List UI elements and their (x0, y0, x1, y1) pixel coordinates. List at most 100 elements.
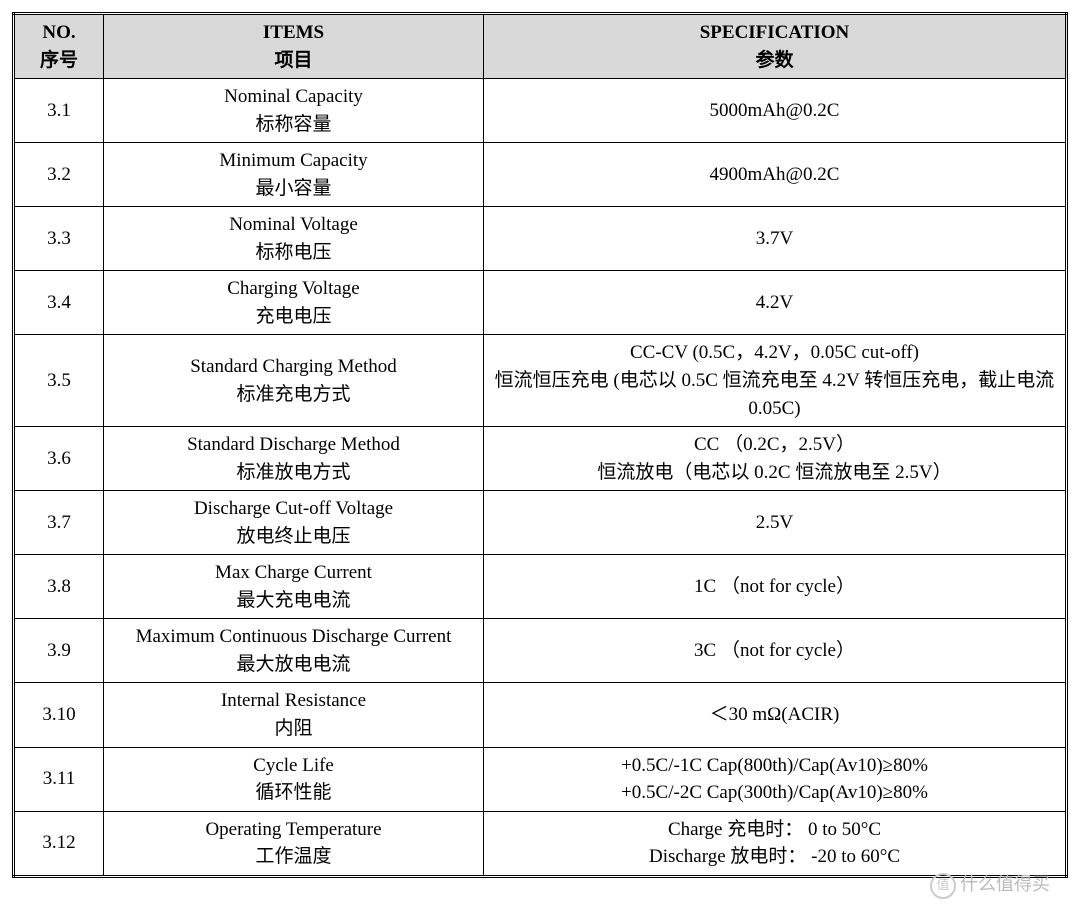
cell-spec: 3C （not for cycle） (484, 619, 1067, 683)
table-row: 3.11Cycle Life循环性能+0.5C/-1C Cap(800th)/C… (14, 747, 1067, 811)
cell-no: 3.5 (14, 335, 104, 427)
cell-spec-line: 2.5V (490, 509, 1059, 537)
table-row: 3.2Minimum Capacity最小容量4900mAh@0.2C (14, 143, 1067, 207)
cell-item-zh: 标称电压 (110, 239, 477, 267)
cell-item-zh: 标准充电方式 (110, 381, 477, 409)
cell-no: 3.8 (14, 555, 104, 619)
cell-spec: 1C （not for cycle） (484, 555, 1067, 619)
cell-item-en: Minimum Capacity (110, 147, 477, 175)
cell-no: 3.1 (14, 79, 104, 143)
cell-spec: +0.5C/-1C Cap(800th)/Cap(Av10)≥80%+0.5C/… (484, 747, 1067, 811)
cell-no: 3.12 (14, 811, 104, 876)
cell-item: Standard Discharge Method标准放电方式 (104, 427, 484, 491)
cell-spec: CC （0.2C，2.5V）恒流放电（电芯以 0.2C 恒流放电至 2.5V） (484, 427, 1067, 491)
cell-item-en: Nominal Voltage (110, 211, 477, 239)
cell-spec-line: Discharge 放电时： -20 to 60°C (490, 843, 1059, 871)
header-no-zh: 序号 (21, 47, 97, 75)
cell-spec-line: 4.2V (490, 289, 1059, 317)
header-spec-en: SPECIFICATION (490, 19, 1059, 47)
cell-no: 3.11 (14, 747, 104, 811)
cell-spec-line: 恒流放电（电芯以 0.2C 恒流放电至 2.5V） (490, 459, 1059, 487)
cell-item-en: Cycle Life (110, 752, 477, 780)
table-row: 3.4Charging Voltage充电电压4.2V (14, 271, 1067, 335)
cell-no: 3.4 (14, 271, 104, 335)
cell-item-zh: 最小容量 (110, 175, 477, 203)
header-spec: SPECIFICATION 参数 (484, 14, 1067, 79)
cell-spec: 3.7V (484, 207, 1067, 271)
cell-spec: 4900mAh@0.2C (484, 143, 1067, 207)
cell-item-en: Max Charge Current (110, 559, 477, 587)
cell-no: 3.3 (14, 207, 104, 271)
cell-no: 3.2 (14, 143, 104, 207)
cell-no: 3.7 (14, 491, 104, 555)
cell-spec-line: 4900mAh@0.2C (490, 161, 1059, 189)
cell-item: Maximum Continuous Discharge Current最大放电… (104, 619, 484, 683)
cell-spec-line: 1C （not for cycle） (490, 573, 1059, 601)
cell-item-zh: 放电终止电压 (110, 523, 477, 551)
cell-item-en: Standard Discharge Method (110, 431, 477, 459)
cell-no: 3.9 (14, 619, 104, 683)
header-items: ITEMS 项目 (104, 14, 484, 79)
table-row: 3.1Nominal Capacity标称容量5000mAh@0.2C (14, 79, 1067, 143)
cell-item-zh: 标准放电方式 (110, 459, 477, 487)
cell-spec: 4.2V (484, 271, 1067, 335)
cell-item-en: Charging Voltage (110, 275, 477, 303)
cell-item-zh: 循环性能 (110, 779, 477, 807)
cell-spec-line: 5000mAh@0.2C (490, 97, 1059, 125)
cell-item: Standard Charging Method标准充电方式 (104, 335, 484, 427)
cell-item: Charging Voltage充电电压 (104, 271, 484, 335)
cell-spec-line: ＜30 mΩ(ACIR) (490, 701, 1059, 729)
table-row: 3.3Nominal Voltage标称电压3.7V (14, 207, 1067, 271)
cell-spec-line: 恒流恒压充电 (电芯以 0.5C 恒流充电至 4.2V 转恒压充电，截止电流 0… (490, 367, 1059, 422)
table-body: 3.1Nominal Capacity标称容量5000mAh@0.2C3.2Mi… (14, 79, 1067, 877)
cell-item-en: Nominal Capacity (110, 83, 477, 111)
table-row: 3.6Standard Discharge Method标准放电方式CC （0.… (14, 427, 1067, 491)
cell-item: Max Charge Current最大充电电流 (104, 555, 484, 619)
cell-item-zh: 充电电压 (110, 303, 477, 331)
cell-spec: Charge 充电时： 0 to 50°CDischarge 放电时： -20 … (484, 811, 1067, 876)
cell-spec-line: CC （0.2C，2.5V） (490, 431, 1059, 459)
cell-no: 3.6 (14, 427, 104, 491)
cell-item-zh: 标称容量 (110, 111, 477, 139)
cell-item-zh: 最大充电电流 (110, 587, 477, 615)
cell-item-zh: 最大放电电流 (110, 651, 477, 679)
cell-item: Nominal Capacity标称容量 (104, 79, 484, 143)
header-no-en: NO. (21, 19, 97, 47)
header-items-zh: 项目 (110, 47, 477, 75)
cell-spec: ＜30 mΩ(ACIR) (484, 683, 1067, 747)
cell-spec: CC-CV (0.5C，4.2V，0.05C cut-off)恒流恒压充电 (电… (484, 335, 1067, 427)
cell-item: Discharge Cut-off Voltage放电终止电压 (104, 491, 484, 555)
table-row: 3.12Operating Temperature工作温度Charge 充电时：… (14, 811, 1067, 876)
cell-item-en: Maximum Continuous Discharge Current (110, 623, 477, 651)
cell-item: Cycle Life循环性能 (104, 747, 484, 811)
cell-item-en: Operating Temperature (110, 816, 477, 844)
cell-item-en: Standard Charging Method (110, 353, 477, 381)
table-row: 3.9Maximum Continuous Discharge Current最… (14, 619, 1067, 683)
table-row: 3.10Internal Resistance内阻＜30 mΩ(ACIR) (14, 683, 1067, 747)
cell-item: Internal Resistance内阻 (104, 683, 484, 747)
cell-spec: 5000mAh@0.2C (484, 79, 1067, 143)
cell-item-zh: 内阻 (110, 715, 477, 743)
cell-item-en: Internal Resistance (110, 687, 477, 715)
table-row: 3.7Discharge Cut-off Voltage放电终止电压2.5V (14, 491, 1067, 555)
table-row: 3.8Max Charge Current最大充电电流1C （not for c… (14, 555, 1067, 619)
cell-spec-line: +0.5C/-1C Cap(800th)/Cap(Av10)≥80% (490, 752, 1059, 780)
cell-item: Nominal Voltage标称电压 (104, 207, 484, 271)
cell-spec-line: 3.7V (490, 225, 1059, 253)
table-row: 3.5Standard Charging Method标准充电方式CC-CV (… (14, 335, 1067, 427)
cell-no: 3.10 (14, 683, 104, 747)
header-no: NO. 序号 (14, 14, 104, 79)
table-header-row: NO. 序号 ITEMS 项目 SPECIFICATION 参数 (14, 14, 1067, 79)
specification-table: NO. 序号 ITEMS 项目 SPECIFICATION 参数 3.1Nomi… (12, 12, 1068, 878)
header-items-en: ITEMS (110, 19, 477, 47)
cell-item-zh: 工作温度 (110, 843, 477, 871)
cell-spec: 2.5V (484, 491, 1067, 555)
cell-item-en: Discharge Cut-off Voltage (110, 495, 477, 523)
cell-spec-line: 3C （not for cycle） (490, 637, 1059, 665)
header-spec-zh: 参数 (490, 47, 1059, 75)
cell-spec-line: +0.5C/-2C Cap(300th)/Cap(Av10)≥80% (490, 779, 1059, 807)
cell-item: Operating Temperature工作温度 (104, 811, 484, 876)
cell-spec-line: Charge 充电时： 0 to 50°C (490, 816, 1059, 844)
cell-spec-line: CC-CV (0.5C，4.2V，0.05C cut-off) (490, 339, 1059, 367)
cell-item: Minimum Capacity最小容量 (104, 143, 484, 207)
